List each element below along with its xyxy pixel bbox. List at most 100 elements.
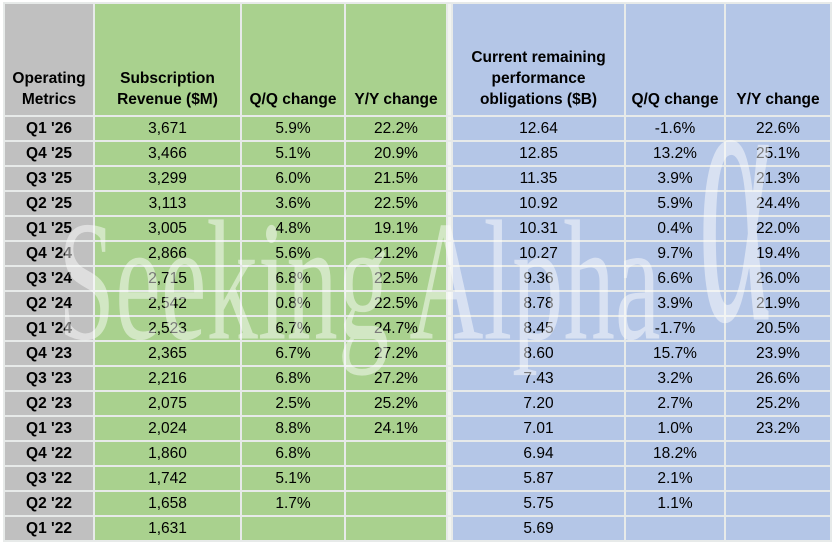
- col-header-rpo: Current remaining performance obligation…: [453, 4, 624, 115]
- subscription-qq-cell: 5.1%: [242, 467, 344, 490]
- subscription-qq-cell: 1.7%: [242, 492, 344, 515]
- subscription-revenue-cell: 3,299: [95, 167, 240, 190]
- subscription-qq-cell: 5.1%: [242, 142, 344, 165]
- table-row: Q4 '23 2,365 6.7% 27.2% 8.60 15.7% 23.9%: [5, 342, 830, 365]
- col-header-subscription-yy-change: Y/Y change: [346, 4, 446, 115]
- subscription-qq-cell: 3.6%: [242, 192, 344, 215]
- rpo-cell: 12.85: [453, 142, 624, 165]
- rpo-cell: 12.64: [453, 117, 624, 140]
- subscription-revenue-cell: 3,671: [95, 117, 240, 140]
- rpo-yy-cell: 24.4%: [726, 192, 830, 215]
- subscription-yy-cell: 24.1%: [346, 417, 446, 440]
- table-row: Q2 '22 1,658 1.7% 5.75 1.1%: [5, 492, 830, 515]
- subscription-qq-cell: 5.9%: [242, 117, 344, 140]
- table-row: Q3 '25 3,299 6.0% 21.5% 11.35 3.9% 21.3%: [5, 167, 830, 190]
- subscription-qq-cell: 4.8%: [242, 217, 344, 240]
- group-divider: [448, 492, 451, 515]
- subscription-yy-cell: [346, 492, 446, 515]
- quarter-label: Q4 '25: [5, 142, 93, 165]
- rpo-cell: 11.35: [453, 167, 624, 190]
- table-row: Q1 '26 3,671 5.9% 22.2% 12.64 -1.6% 22.6%: [5, 117, 830, 140]
- rpo-cell: 8.45: [453, 317, 624, 340]
- subscription-qq-cell: 5.6%: [242, 242, 344, 265]
- subscription-qq-cell: 6.7%: [242, 342, 344, 365]
- operating-metrics-table: Operating Metrics Subscription Revenue (…: [3, 2, 832, 542]
- rpo-yy-cell: 25.1%: [726, 142, 830, 165]
- quarter-label: Q3 '25: [5, 167, 93, 190]
- subscription-yy-cell: 21.5%: [346, 167, 446, 190]
- group-divider: [448, 167, 451, 190]
- rpo-yy-cell: 23.2%: [726, 417, 830, 440]
- rpo-yy-cell: 23.9%: [726, 342, 830, 365]
- quarter-label: Q2 '22: [5, 492, 93, 515]
- header-row: Operating Metrics Subscription Revenue (…: [5, 4, 830, 115]
- quarter-label: Q1 '22: [5, 517, 93, 540]
- rpo-cell: 7.01: [453, 417, 624, 440]
- col-header-rpo-yy-change: Y/Y change: [726, 4, 830, 115]
- rpo-cell: 7.20: [453, 392, 624, 415]
- rpo-cell: 10.31: [453, 217, 624, 240]
- table-row: Q4 '25 3,466 5.1% 20.9% 12.85 13.2% 25.1%: [5, 142, 830, 165]
- subscription-yy-cell: 22.5%: [346, 292, 446, 315]
- rpo-yy-cell: 26.6%: [726, 367, 830, 390]
- table-row: Q1 '24 2,523 6.7% 24.7% 8.45 -1.7% 20.5%: [5, 317, 830, 340]
- rpo-qq-cell: 2.7%: [626, 392, 724, 415]
- subscription-yy-cell: 24.7%: [346, 317, 446, 340]
- quarter-label: Q1 '25: [5, 217, 93, 240]
- quarter-label: Q1 '23: [5, 417, 93, 440]
- subscription-revenue-cell: 2,075: [95, 392, 240, 415]
- group-divider: [448, 217, 451, 240]
- subscription-qq-cell: 2.5%: [242, 392, 344, 415]
- rpo-yy-cell: 20.5%: [726, 317, 830, 340]
- subscription-yy-cell: 25.2%: [346, 392, 446, 415]
- subscription-revenue-cell: 1,860: [95, 442, 240, 465]
- rpo-qq-cell: 3.2%: [626, 367, 724, 390]
- quarter-label: Q2 '25: [5, 192, 93, 215]
- rpo-yy-cell: 21.9%: [726, 292, 830, 315]
- group-divider: [448, 242, 451, 265]
- group-divider: [448, 367, 451, 390]
- table-row: Q2 '25 3,113 3.6% 22.5% 10.92 5.9% 24.4%: [5, 192, 830, 215]
- subscription-yy-cell: 22.5%: [346, 192, 446, 215]
- subscription-revenue-cell: 1,658: [95, 492, 240, 515]
- subscription-revenue-cell: 3,005: [95, 217, 240, 240]
- quarter-label: Q2 '23: [5, 392, 93, 415]
- group-divider: [448, 417, 451, 440]
- subscription-revenue-cell: 2,715: [95, 267, 240, 290]
- group-divider: [448, 392, 451, 415]
- subscription-revenue-cell: 3,113: [95, 192, 240, 215]
- subscription-yy-cell: [346, 442, 446, 465]
- rpo-qq-cell: -1.6%: [626, 117, 724, 140]
- rpo-yy-cell: 19.4%: [726, 242, 830, 265]
- table-row: Q4 '22 1,860 6.8% 6.94 18.2%: [5, 442, 830, 465]
- rpo-cell: 5.69: [453, 517, 624, 540]
- subscription-qq-cell: 0.8%: [242, 292, 344, 315]
- rpo-yy-cell: 25.2%: [726, 392, 830, 415]
- rpo-yy-cell: [726, 492, 830, 515]
- rpo-qq-cell: 18.2%: [626, 442, 724, 465]
- subscription-qq-cell: 6.7%: [242, 317, 344, 340]
- group-divider: [448, 192, 451, 215]
- table-row: Q1 '22 1,631 5.69: [5, 517, 830, 540]
- table-row: Q3 '24 2,715 6.8% 22.5% 9.36 6.6% 26.0%: [5, 267, 830, 290]
- rpo-qq-cell: 15.7%: [626, 342, 724, 365]
- rpo-qq-cell: 5.9%: [626, 192, 724, 215]
- table-row: Q2 '23 2,075 2.5% 25.2% 7.20 2.7% 25.2%: [5, 392, 830, 415]
- col-header-subscription-revenue: Subscription Revenue ($M): [95, 4, 240, 115]
- rpo-cell: 10.92: [453, 192, 624, 215]
- subscription-yy-cell: 20.9%: [346, 142, 446, 165]
- group-divider: [448, 117, 451, 140]
- rpo-cell: 9.36: [453, 267, 624, 290]
- table-row: Q3 '23 2,216 6.8% 27.2% 7.43 3.2% 26.6%: [5, 367, 830, 390]
- group-divider: [448, 267, 451, 290]
- rpo-qq-cell: 9.7%: [626, 242, 724, 265]
- subscription-yy-cell: 22.5%: [346, 267, 446, 290]
- subscription-revenue-cell: 1,631: [95, 517, 240, 540]
- subscription-revenue-cell: 2,542: [95, 292, 240, 315]
- subscription-qq-cell: 6.0%: [242, 167, 344, 190]
- rpo-qq-cell: -1.7%: [626, 317, 724, 340]
- rpo-cell: 8.60: [453, 342, 624, 365]
- table-row: Q3 '22 1,742 5.1% 5.87 2.1%: [5, 467, 830, 490]
- rpo-yy-cell: 21.3%: [726, 167, 830, 190]
- group-divider: [448, 317, 451, 340]
